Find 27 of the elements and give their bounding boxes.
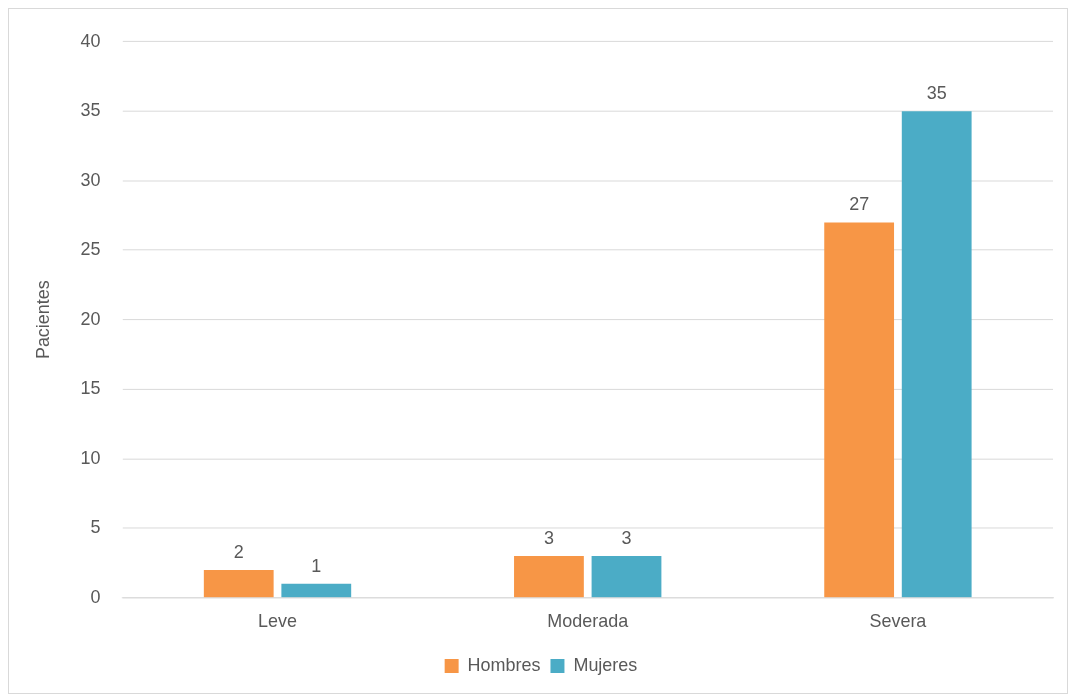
bar xyxy=(901,111,972,598)
x-tick-label: Leve xyxy=(258,611,297,632)
y-tick-label: 35 xyxy=(80,100,101,121)
data-label: 3 xyxy=(621,527,632,548)
bar xyxy=(824,222,895,598)
bar xyxy=(591,555,662,598)
data-label: 1 xyxy=(311,555,322,576)
data-label: 3 xyxy=(543,527,554,548)
x-tick-label: Moderada xyxy=(547,611,629,632)
y-tick-label: 5 xyxy=(90,517,101,538)
y-tick-label: 0 xyxy=(90,586,101,607)
data-label: 35 xyxy=(926,83,947,104)
y-tick-label: 10 xyxy=(80,447,101,468)
bar xyxy=(281,583,352,598)
x-tick-label: Severa xyxy=(869,611,927,632)
y-axis-title: Pacientes xyxy=(32,280,53,360)
data-label: 2 xyxy=(233,541,244,562)
bar xyxy=(203,569,274,598)
y-tick-label: 15 xyxy=(80,378,101,399)
legend-label: Mujeres xyxy=(573,655,638,676)
y-tick-label: 30 xyxy=(80,169,101,190)
legend-label: Hombres xyxy=(467,655,541,676)
data-label: 27 xyxy=(849,194,870,215)
bar xyxy=(514,555,584,598)
y-tick-label: 20 xyxy=(80,308,101,329)
y-tick-label: 25 xyxy=(80,239,101,260)
y-tick-label: 40 xyxy=(80,30,101,51)
